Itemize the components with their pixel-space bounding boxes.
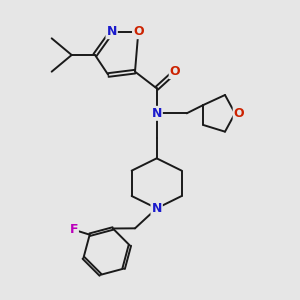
Text: N: N xyxy=(152,202,162,215)
Text: N: N xyxy=(152,107,162,120)
Text: O: O xyxy=(234,107,244,120)
Text: N: N xyxy=(106,25,117,38)
Text: O: O xyxy=(170,65,180,78)
Text: O: O xyxy=(133,25,144,38)
Text: F: F xyxy=(69,223,78,236)
